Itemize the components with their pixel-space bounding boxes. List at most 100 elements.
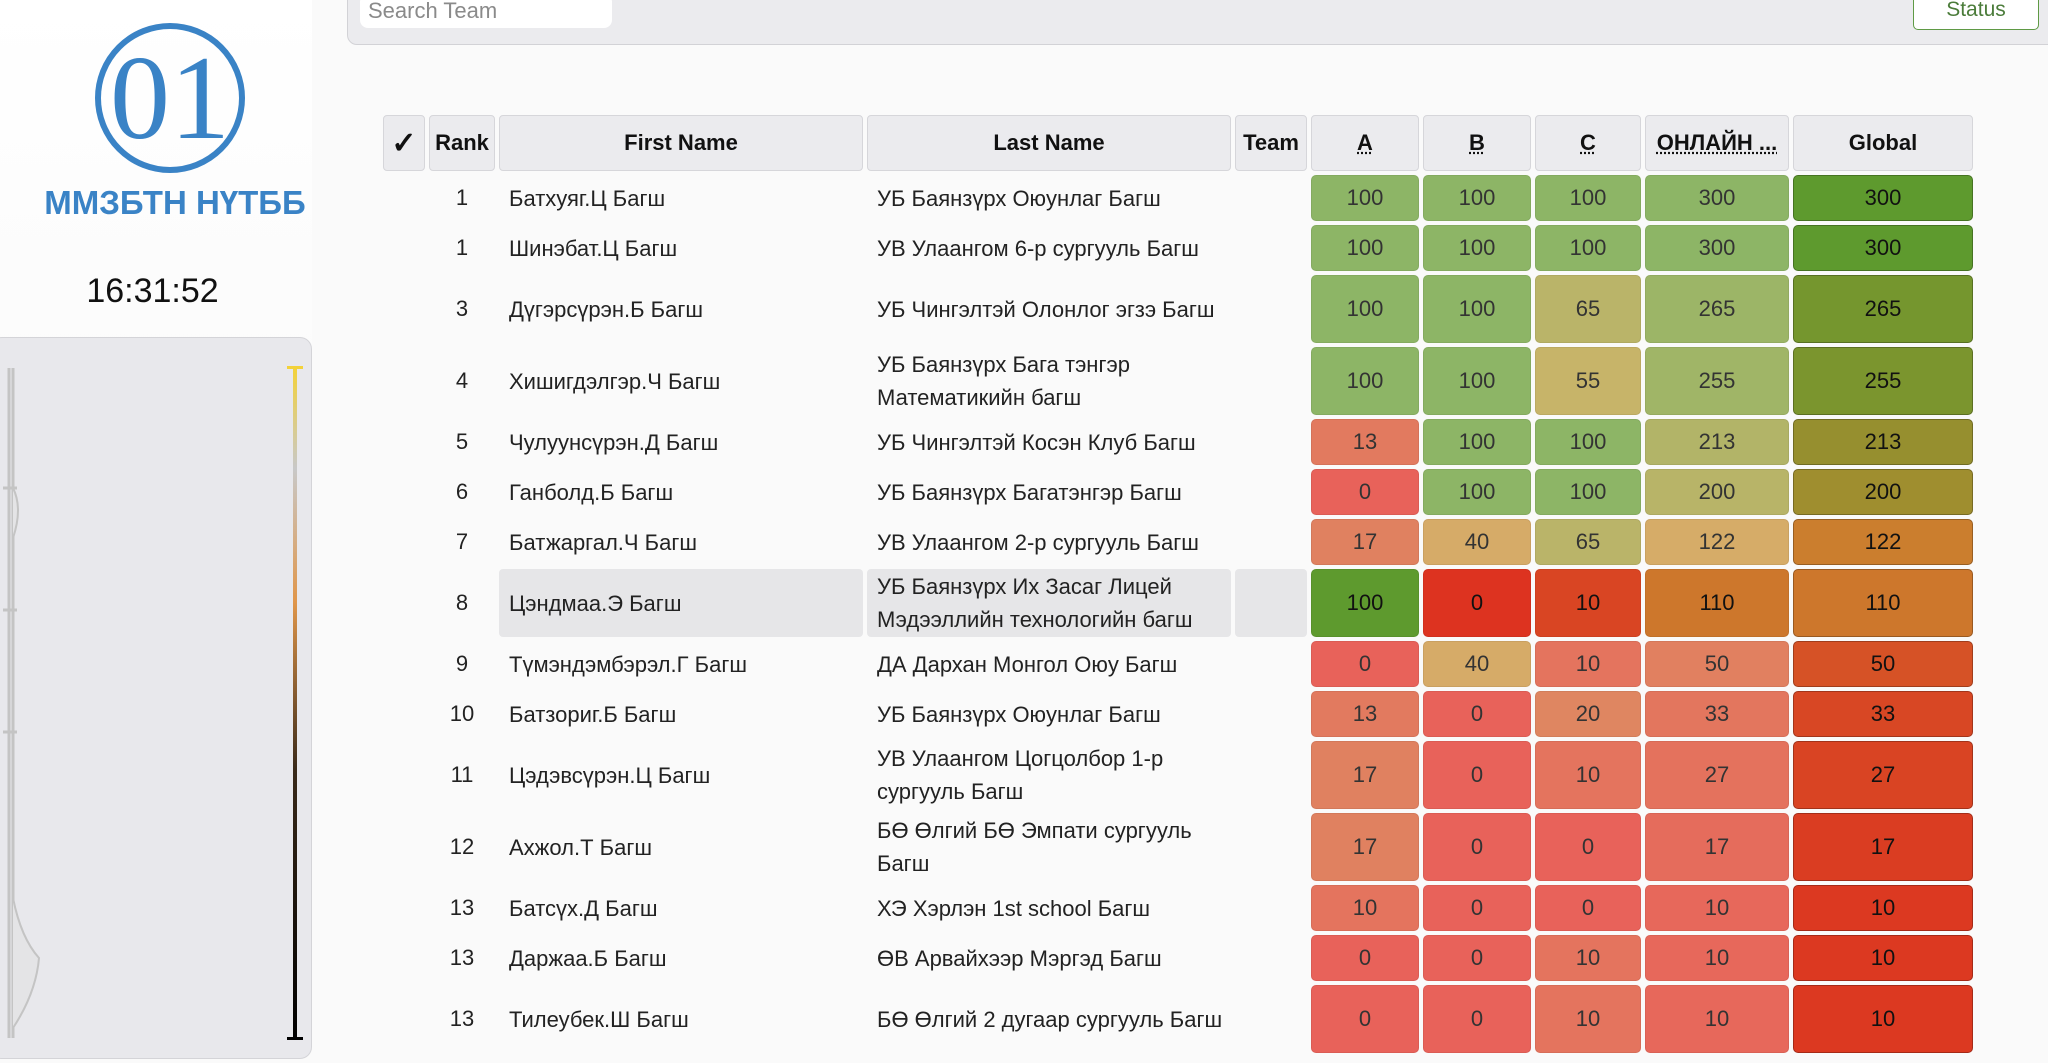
last-name-cell: УВ Улаангом 2-р сургууль Багш — [867, 519, 1231, 565]
row-checkbox[interactable] — [383, 741, 425, 809]
row-checkbox[interactable] — [383, 469, 425, 515]
row-checkbox[interactable] — [383, 225, 425, 271]
score-cell-online: 213 — [1645, 419, 1789, 465]
score-cell-a: 0 — [1311, 935, 1419, 981]
last-name-cell: УБ Баянзүрх Их Засаг Лицей Мэдээллийн те… — [867, 569, 1231, 637]
table-row[interactable]: 4 Хишигдэлгэр.Ч Багш УБ Баянзүрх Бага тэнг… — [383, 347, 1973, 415]
score-cell-global: 200 — [1793, 469, 1973, 515]
score-cell-online: 27 — [1645, 741, 1789, 809]
team-cell — [1235, 691, 1307, 737]
last-name-cell: УБ Баянзүрх Оюунлаг Багш — [867, 175, 1231, 221]
score-cell-b: 100 — [1423, 347, 1531, 415]
select-all-checkbox[interactable]: ✓ — [383, 115, 425, 171]
score-cell-global: 300 — [1793, 175, 1973, 221]
column-header-b[interactable]: B — [1423, 115, 1531, 171]
score-cell-c: 20 — [1535, 691, 1641, 737]
row-checkbox[interactable] — [383, 519, 425, 565]
table-row[interactable]: 3 Дүгэрсүрэн.Б Багш УБ Чингэлтэй Олонлог э… — [383, 275, 1973, 343]
search-team-input[interactable] — [360, 0, 612, 28]
last-name-cell: ӨВ Арвайхээр Мэргэд Багш — [867, 935, 1231, 981]
last-name-cell: УБ Баянзүрх Багатэнгэр Багш — [867, 469, 1231, 515]
score-cell-b: 40 — [1423, 641, 1531, 687]
first-name-cell: Цэдэвсүрэн.Ц Багш — [499, 741, 863, 809]
table-row[interactable]: 10 Батзориг.Б Багш УБ Баянзүрх Оюунлаг Баг… — [383, 691, 1973, 737]
row-checkbox[interactable] — [383, 275, 425, 343]
row-checkbox[interactable] — [383, 641, 425, 687]
first-name-cell: Батхуяг.Ц Багш — [499, 175, 863, 221]
score-cell-b: 100 — [1423, 175, 1531, 221]
table-row[interactable]: 13 Батсүх.Д Багш ХЭ Хэрлэн 1st school Багш… — [383, 885, 1973, 931]
column-header-last-name[interactable]: Last Name — [867, 115, 1231, 171]
column-header-global[interactable]: Global — [1793, 115, 1973, 171]
table-row[interactable]: 1 Батхуяг.Ц Багш УБ Баянзүрх Оюунлаг Багш 1… — [383, 175, 1973, 221]
score-cell-a: 100 — [1311, 175, 1419, 221]
column-header-rank[interactable]: Rank — [429, 115, 495, 171]
row-checkbox[interactable] — [383, 691, 425, 737]
score-cell-a: 100 — [1311, 569, 1419, 637]
logo-text: 01 — [110, 31, 230, 164]
row-checkbox[interactable] — [383, 569, 425, 637]
violin-plot — [3, 368, 39, 1038]
first-name-cell: Дүгэрсүрэн.Б Багш — [499, 275, 863, 343]
status-button[interactable]: Status — [1913, 0, 2039, 30]
last-name-cell: УВ Улаангом 6-р сургууль Багш — [867, 225, 1231, 271]
score-cell-a: 13 — [1311, 691, 1419, 737]
team-cell — [1235, 985, 1307, 1053]
team-cell — [1235, 519, 1307, 565]
score-cell-a: 13 — [1311, 419, 1419, 465]
table-row[interactable]: 1 Шинэбат.Ц Багш УВ Улаангом 6-р сургууль … — [383, 225, 1973, 271]
row-checkbox[interactable] — [383, 813, 425, 881]
rank-cell: 6 — [429, 469, 495, 515]
table-row[interactable]: 13 Даржаа.Б Багш ӨВ Арвайхээр Мэргэд Багш 0… — [383, 935, 1973, 981]
rank-cell: 11 — [429, 741, 495, 809]
score-cell-online: 200 — [1645, 469, 1789, 515]
score-cell-a: 17 — [1311, 519, 1419, 565]
rank-cell: 13 — [429, 935, 495, 981]
score-cell-online: 300 — [1645, 175, 1789, 221]
last-name-cell: УБ Баянзүрх Бага тэнгэр Математикийн баг… — [867, 347, 1231, 415]
score-cell-global: 122 — [1793, 519, 1973, 565]
score-cell-b: 40 — [1423, 519, 1531, 565]
score-cell-a: 100 — [1311, 347, 1419, 415]
row-checkbox[interactable] — [383, 175, 425, 221]
first-name-cell: Цэндмаа.Э Багш — [499, 569, 863, 637]
first-name-cell: Түмэндэмбэрэл.Г Багш — [499, 641, 863, 687]
team-cell — [1235, 225, 1307, 271]
row-checkbox[interactable] — [383, 985, 425, 1053]
table-row[interactable]: 9 Түмэндэмбэрэл.Г Багш ДА Дархан Монгол Ою… — [383, 641, 1973, 687]
table-row[interactable]: 8 Цэндмаа.Э Багш УБ Баянзүрх Их Засаг Лице… — [383, 569, 1973, 637]
row-checkbox[interactable] — [383, 419, 425, 465]
column-header-c[interactable]: C — [1535, 115, 1641, 171]
team-cell — [1235, 175, 1307, 221]
first-name-cell: Чулуунсүрэн.Д Багш — [499, 419, 863, 465]
table-row[interactable]: 5 Чулуунсүрэн.Д Багш УБ Чингэлтэй Косэн Кл… — [383, 419, 1973, 465]
row-checkbox[interactable] — [383, 935, 425, 981]
column-header-a[interactable]: A — [1311, 115, 1419, 171]
rank-cell: 1 — [429, 175, 495, 221]
score-cell-global: 213 — [1793, 419, 1973, 465]
table-row[interactable]: 13 Тилеубек.Ш Багш БӨ Өлгий 2 дугаар сургу… — [383, 985, 1973, 1053]
score-cell-c: 0 — [1535, 813, 1641, 881]
score-cell-c: 55 — [1535, 347, 1641, 415]
row-checkbox[interactable] — [383, 347, 425, 415]
column-header-team[interactable]: Team — [1235, 115, 1307, 171]
table-row[interactable]: 12 Ахжол.Т Багш БӨ Өлгий БӨ Эмпати сургуул… — [383, 813, 1973, 881]
table-row[interactable]: 7 Батжаргал.Ч Багш УВ Улаангом 2-р сургуул… — [383, 519, 1973, 565]
team-cell — [1235, 275, 1307, 343]
team-cell — [1235, 419, 1307, 465]
score-cell-a: 10 — [1311, 885, 1419, 931]
last-name-cell: УБ Чингэлтэй Олонлог эгзэ Багш — [867, 275, 1231, 343]
last-name-cell: УБ Чингэлтэй Косэн Клуб Багш — [867, 419, 1231, 465]
row-checkbox[interactable] — [383, 885, 425, 931]
table-row[interactable]: 11 Цэдэвсүрэн.Ц Багш УВ Улаангом Цогцолбор… — [383, 741, 1973, 809]
team-cell — [1235, 469, 1307, 515]
score-cell-c: 0 — [1535, 885, 1641, 931]
score-cell-c: 65 — [1535, 519, 1641, 565]
column-header-online[interactable]: ОНЛАЙН ... — [1645, 115, 1789, 171]
column-header-first-name[interactable]: First Name — [499, 115, 863, 171]
score-cell-c: 10 — [1535, 985, 1641, 1053]
score-cell-global: 300 — [1793, 225, 1973, 271]
table-row[interactable]: 6 Ганболд.Б Багш УБ Баянзүрх Багатэнгэр Ба… — [383, 469, 1973, 515]
sidebar: 01 ММЗБТН НҮТББ 16:31:52 — [0, 0, 312, 1044]
score-cell-online: 17 — [1645, 813, 1789, 881]
